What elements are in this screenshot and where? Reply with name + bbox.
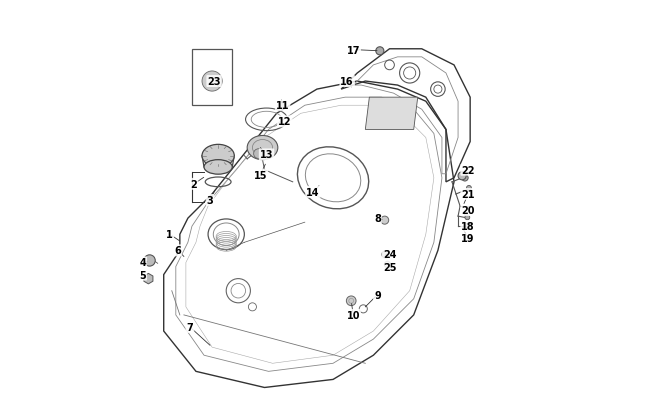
Text: 3: 3 [207, 196, 213, 205]
Text: 7: 7 [187, 322, 193, 332]
Text: 17: 17 [346, 45, 360, 55]
Text: 12: 12 [278, 117, 291, 127]
Text: 24: 24 [383, 250, 396, 260]
Circle shape [346, 296, 356, 306]
Circle shape [202, 72, 222, 92]
Circle shape [376, 48, 384, 55]
Circle shape [465, 215, 470, 220]
Circle shape [144, 255, 155, 266]
Text: 18: 18 [462, 222, 475, 232]
Polygon shape [365, 98, 418, 130]
Text: 14: 14 [306, 188, 320, 197]
Text: 20: 20 [462, 206, 475, 215]
Text: 19: 19 [462, 234, 475, 244]
Circle shape [458, 173, 466, 180]
Text: 23: 23 [207, 77, 221, 87]
Circle shape [462, 175, 468, 181]
Text: 5: 5 [139, 270, 146, 280]
Text: 6: 6 [174, 246, 181, 256]
Text: 21: 21 [462, 190, 475, 199]
Circle shape [382, 251, 389, 258]
Circle shape [384, 262, 391, 268]
Text: 4: 4 [139, 258, 146, 268]
Ellipse shape [247, 136, 278, 160]
Text: 16: 16 [341, 77, 354, 87]
Bar [192, 50, 232, 106]
Text: 9: 9 [374, 290, 381, 300]
Circle shape [381, 217, 389, 225]
Text: 1: 1 [166, 230, 173, 240]
Circle shape [467, 186, 471, 191]
Text: 8: 8 [374, 213, 381, 224]
Circle shape [465, 224, 471, 228]
Ellipse shape [204, 160, 232, 175]
Text: 11: 11 [276, 101, 289, 111]
Text: 2: 2 [190, 179, 198, 190]
Ellipse shape [202, 145, 234, 168]
Circle shape [278, 103, 285, 109]
Text: 22: 22 [462, 165, 475, 175]
Polygon shape [144, 274, 153, 284]
Circle shape [254, 149, 263, 159]
Text: 25: 25 [383, 262, 396, 272]
Text: 15: 15 [254, 170, 267, 180]
Text: 13: 13 [260, 150, 273, 160]
Text: 10: 10 [346, 310, 360, 320]
